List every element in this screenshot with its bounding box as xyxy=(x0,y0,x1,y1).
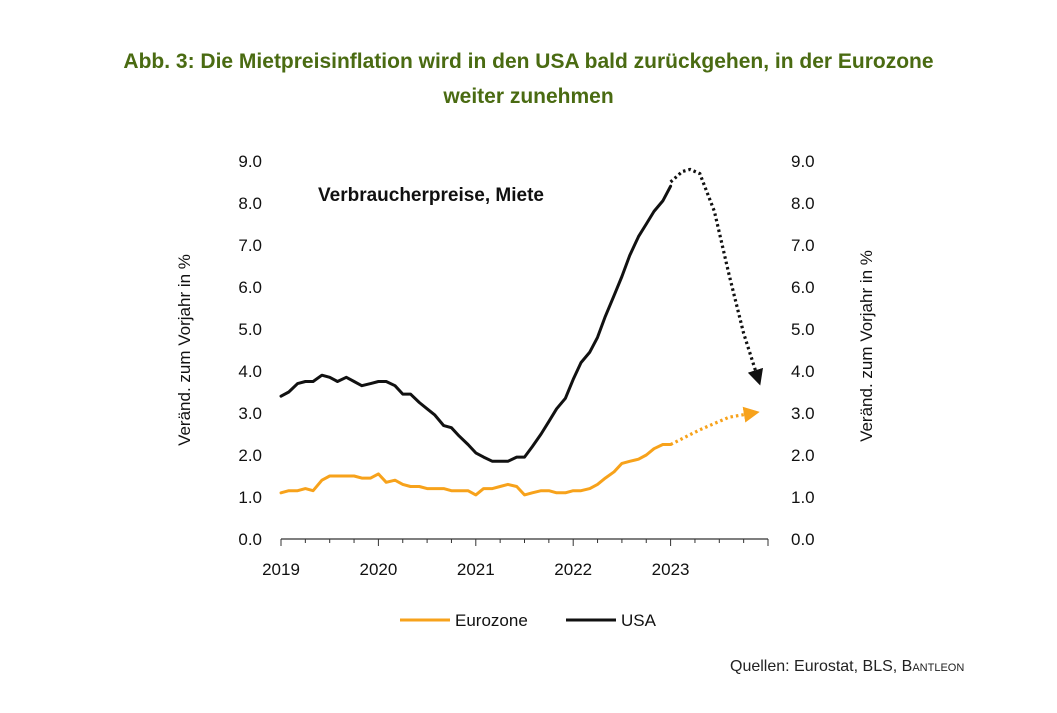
y-tick-label-right: 4.0 xyxy=(791,362,815,381)
forecast-line-eurozone xyxy=(669,406,760,446)
chart-title: Verbraucherpreise, Miete xyxy=(318,185,544,206)
y-tick-label-left: 8.0 xyxy=(238,194,262,213)
legend-label-usa: USA xyxy=(621,611,657,630)
y-tick-label-right: 0.0 xyxy=(791,530,815,549)
y-tick-label-left: 1.0 xyxy=(238,488,262,507)
y-tick-label-left: 4.0 xyxy=(238,362,262,381)
source-text: Quellen: Eurostat, BLS, xyxy=(730,658,902,675)
y-tick-label-right: 8.0 xyxy=(791,194,815,213)
y-tick-label-right: 7.0 xyxy=(791,236,815,255)
series-line-usa xyxy=(279,184,673,463)
y-tick-label-right: 9.0 xyxy=(791,152,815,171)
x-tick-label: 2019 xyxy=(262,560,300,579)
y-axis-label-left: Veränd. zum Vorjahr in % xyxy=(175,254,194,446)
source-brand: Bantleon xyxy=(901,658,965,675)
y-tick-label-left: 6.0 xyxy=(238,278,262,297)
y-tick-label-right: 6.0 xyxy=(791,278,815,297)
figure-title-line-1: Abb. 3: Die Mietpreisinflation wird in d… xyxy=(123,50,934,73)
y-tick-label-right: 3.0 xyxy=(791,404,815,423)
forecast-line-usa xyxy=(669,167,764,386)
y-axis-label-right: Veränd. zum Vorjahr in % xyxy=(857,250,876,442)
y-tick-label-left: 5.0 xyxy=(238,320,262,339)
x-tick-label: 2021 xyxy=(457,560,495,579)
y-tick-label-left: 0.0 xyxy=(238,530,262,549)
source-note: Quellen: Eurostat, BLS, Bantleon xyxy=(730,658,964,676)
y-tick-label-left: 7.0 xyxy=(238,236,262,255)
x-tick-label: 2022 xyxy=(554,560,592,579)
y-tick-label-right: 5.0 xyxy=(791,320,815,339)
y-tick-label-left: 2.0 xyxy=(238,446,262,465)
y-tick-label-right: 2.0 xyxy=(791,446,815,465)
figure-title-line-2: weiter zunehmen xyxy=(443,85,614,108)
series-line-eurozone xyxy=(279,443,673,497)
figure-title: Abb. 3: Die Mietpreisinflation wird in d… xyxy=(0,44,1057,114)
x-tick-label: 2020 xyxy=(359,560,397,579)
y-tick-label-left: 3.0 xyxy=(238,404,262,423)
x-tick-label: 2023 xyxy=(652,560,690,579)
y-tick-label-right: 1.0 xyxy=(791,488,815,507)
y-tick-label-left: 9.0 xyxy=(238,152,262,171)
legend-label-eurozone: Eurozone xyxy=(455,611,528,630)
